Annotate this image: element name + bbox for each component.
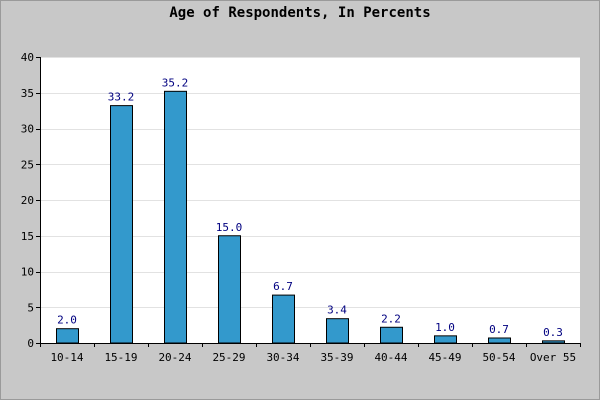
y-tick-label: 35 [21, 87, 34, 100]
y-axis-ticks: 0 5 10 15 20 25 30 35 40 [21, 51, 40, 350]
x-axis-ticks: 10-14 15-19 20-24 25-29 30-34 35-39 40-44 45-49… [40, 343, 581, 364]
x-tick-label: 35-39 [320, 351, 353, 364]
data-label: 3.4 [327, 304, 347, 317]
y-tick-label: 20 [21, 194, 34, 207]
bar [434, 335, 457, 344]
x-tick-label: 30-34 [266, 351, 299, 364]
y-tick-label: 30 [21, 123, 34, 136]
y-tick-label: 15 [21, 230, 34, 243]
bar [542, 340, 565, 344]
bar [56, 328, 79, 344]
x-tick-label: 15-19 [104, 351, 137, 364]
data-label: 33.2 [108, 91, 135, 104]
data-label: 0.7 [489, 323, 509, 336]
y-tick-label: 10 [21, 266, 34, 279]
data-label: 1.0 [435, 321, 455, 334]
data-label: 0.3 [543, 326, 563, 339]
x-tick-label: 40-44 [374, 351, 407, 364]
bar [488, 337, 511, 344]
bar [272, 294, 295, 344]
x-tick-label: 50-54 [482, 351, 515, 364]
bar [326, 318, 349, 344]
bars [56, 90, 565, 344]
bar [218, 235, 241, 344]
x-tick-label: 25-29 [212, 351, 245, 364]
y-tick-label: 5 [27, 301, 34, 314]
data-label: 35.2 [162, 76, 189, 89]
bar [380, 326, 403, 344]
data-label: 15.0 [216, 221, 243, 234]
data-labels: 2.0 33.2 35.2 15.0 6.7 3.4 2.2 1.0 0.7 0.3 [57, 76, 563, 339]
y-tick-label: 40 [21, 51, 34, 64]
x-tick-label: 10-14 [50, 351, 83, 364]
x-tick-label: 20-24 [158, 351, 191, 364]
bar [164, 90, 187, 344]
bar [110, 105, 133, 344]
data-label: 2.0 [57, 314, 77, 327]
data-label: 6.7 [273, 280, 293, 293]
data-label: 2.2 [381, 312, 401, 325]
y-tick-label: 25 [21, 158, 34, 171]
y-tick-label: 0 [27, 337, 34, 350]
chart-title: Age of Respondents, In Percents [169, 5, 430, 21]
x-tick-label: 45-49 [428, 351, 461, 364]
x-tick-label: Over 55 [530, 351, 576, 364]
